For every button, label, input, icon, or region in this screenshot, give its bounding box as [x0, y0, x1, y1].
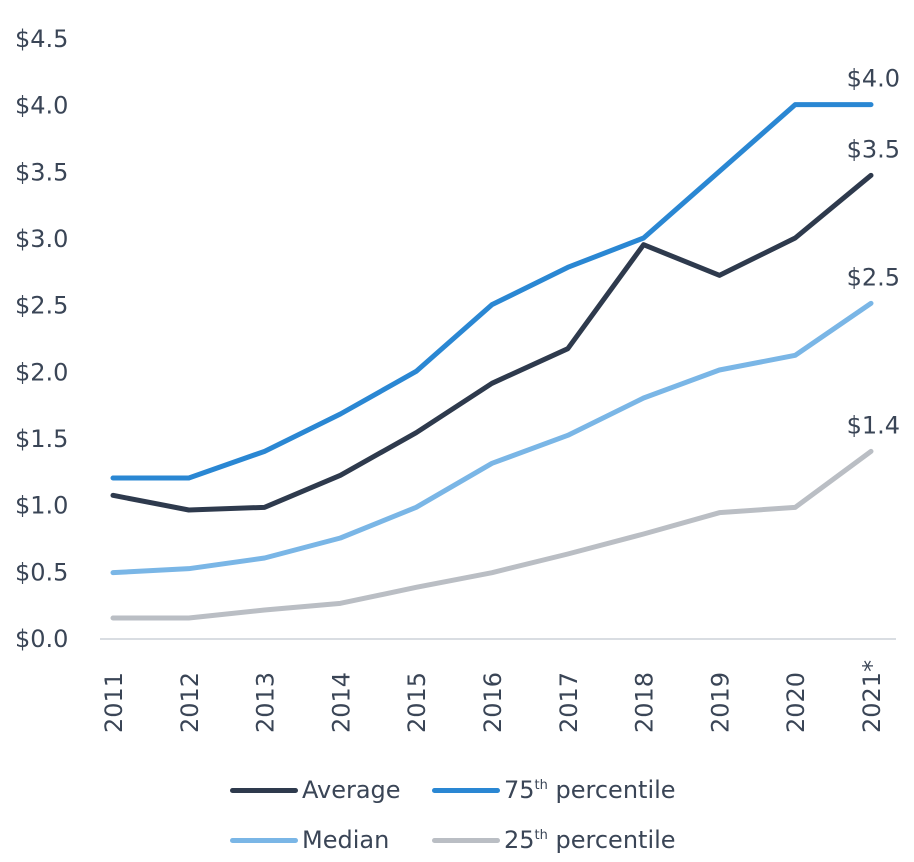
- x-tick-label: 2014: [327, 672, 355, 733]
- data-labels: $3.5 $4.0 $2.5 $1.4: [847, 65, 900, 440]
- data-label-median: $2.5: [847, 263, 900, 291]
- x-tick-label: 2015: [403, 672, 431, 733]
- legend-label-75th-percentile: 75th percentile: [504, 776, 676, 804]
- legend-item-median: Median: [230, 820, 389, 860]
- x-tick-label: 2019: [706, 672, 734, 733]
- x-tick-label: 2013: [252, 672, 280, 733]
- series-line-75th-percentile: [110, 102, 874, 481]
- y-axis: $0.0 $0.5 $1.0 $1.5 $2.0 $2.5 $3.0 $3.5 $4.0 $4.5: [15, 25, 68, 653]
- x-tick-label: 2017: [555, 672, 583, 733]
- legend-item-25th-percentile: 25th percentile: [432, 820, 676, 860]
- data-label-25th-percentile: $1.4: [847, 411, 900, 439]
- x-tick-label: 2011: [100, 672, 128, 733]
- legend-swatch-average: [230, 787, 298, 793]
- y-tick-label: $1.5: [15, 425, 68, 453]
- y-tick-label: $2.5: [15, 292, 68, 320]
- legend-item-75th-percentile: 75th percentile: [432, 770, 676, 810]
- y-tick-label: $0.5: [15, 558, 68, 586]
- legend-label-average: Average: [302, 776, 401, 804]
- y-tick-label: $3.5: [15, 158, 68, 186]
- y-tick-label: $0.0: [15, 625, 68, 653]
- series-lines: [110, 102, 874, 621]
- y-tick-label: $2.0: [15, 358, 68, 386]
- series-line-25th-percentile: [110, 448, 874, 621]
- data-label-average: $3.5: [847, 135, 900, 163]
- x-tick-label: 2021*: [858, 660, 886, 733]
- legend-swatch-75th-percentile: [432, 787, 500, 793]
- y-tick-label: $4.5: [15, 25, 68, 53]
- x-tick-label: 2016: [479, 672, 507, 733]
- series-line-median: [110, 300, 874, 576]
- y-tick-label: $4.0: [15, 92, 68, 120]
- x-tick-label: 2020: [782, 672, 810, 733]
- y-tick-label: $3.0: [15, 225, 68, 253]
- data-label-75th-percentile: $4.0: [847, 65, 900, 93]
- legend-label-median: Median: [302, 826, 390, 854]
- x-tick-label: 2018: [631, 672, 659, 733]
- y-tick-label: $1.0: [15, 492, 68, 520]
- legend: Average 75th percentile Median 25th perc…: [230, 770, 710, 862]
- series-line-average: [110, 172, 874, 513]
- x-tick-label: 2012: [176, 672, 204, 733]
- x-axis: 2011 2012 2013 2014 2015 2016 2017 2018 2019 2020…: [100, 660, 886, 733]
- legend-swatch-25th-percentile: [432, 837, 500, 843]
- legend-label-25th-percentile: 25th percentile: [504, 826, 676, 854]
- legend-swatch-median: [230, 837, 298, 843]
- legend-item-average: Average: [230, 770, 401, 810]
